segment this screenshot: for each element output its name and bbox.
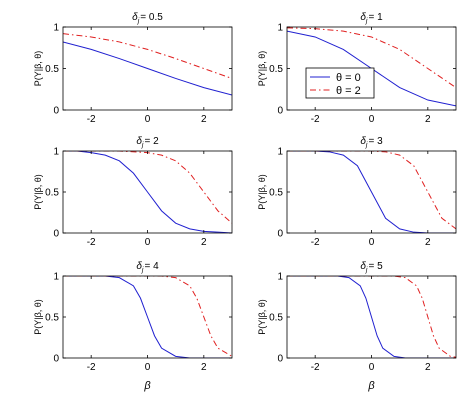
title-value: = 1 xyxy=(368,12,383,23)
y-axis-label: P(Y|β, θ) xyxy=(33,299,43,335)
series-line-theta-2 xyxy=(287,151,456,230)
y-tick-label: 1 xyxy=(53,147,59,158)
series-line-theta-0 xyxy=(63,41,232,96)
y-axis-label: P(Y|β, θ) xyxy=(33,51,43,87)
series-line-theta-0 xyxy=(63,276,232,358)
title-value: = 4 xyxy=(144,261,159,272)
x-tick-label: -2 xyxy=(87,237,96,248)
y-tick-label: 1 xyxy=(53,23,59,34)
x-tick-label: 2 xyxy=(201,237,207,248)
series-line-theta-2 xyxy=(287,276,456,358)
title-symbol: δ xyxy=(136,136,142,147)
y-axis-label: P(Y|β, θ) xyxy=(257,299,267,335)
y-tick-label: 0.5 xyxy=(269,313,283,324)
y-tick-label: 0 xyxy=(277,229,283,240)
panel-title: δj= 4 xyxy=(136,261,159,274)
x-tick-label: 2 xyxy=(201,114,207,125)
x-tick-label: 2 xyxy=(425,114,431,125)
title-symbol: δ xyxy=(360,136,366,147)
panel-4: δj= 3 -2 0 2 0 0.5 1 P(Y|β, θ) xyxy=(257,136,457,248)
y-tick-label: 1 xyxy=(277,147,283,158)
y-tick-label: 0.5 xyxy=(45,188,59,199)
panel-3: δj= 2 -2 0 2 0 0.5 1 P(Y|β, θ) xyxy=(33,136,233,248)
title-subscript: j xyxy=(137,18,140,25)
x-tick-label: -2 xyxy=(311,114,320,125)
x-tick-label: 2 xyxy=(425,237,431,248)
legend-label: θ = 0 xyxy=(336,72,361,84)
legend: θ = 0θ = 2 xyxy=(305,67,375,99)
y-tick-label: 1 xyxy=(53,272,59,283)
panel-title: δj= 0.5 xyxy=(132,12,163,25)
y-tick-label: 0.5 xyxy=(45,64,59,75)
title-symbol: δ xyxy=(360,261,366,272)
series-line-theta-2 xyxy=(63,33,232,79)
x-tick-label: 2 xyxy=(201,362,207,373)
series-line-theta-0 xyxy=(287,276,456,358)
legend-box xyxy=(305,67,375,99)
series-line-theta-2 xyxy=(63,276,232,357)
legend-label: θ = 2 xyxy=(336,85,361,97)
x-tick-label: 0 xyxy=(145,237,151,248)
x-tick-label: 0 xyxy=(145,362,151,373)
y-tick-label: 1 xyxy=(277,272,283,283)
panel-title: δj= 3 xyxy=(360,136,383,149)
x-tick-label: 0 xyxy=(369,362,375,373)
x-tick-label: 0 xyxy=(369,114,375,125)
x-tick-label: 2 xyxy=(425,362,431,373)
y-tick-label: 0.5 xyxy=(269,188,283,199)
title-value: = 5 xyxy=(368,261,383,272)
title-subscript: j xyxy=(141,267,144,274)
panel-2: δj= 1 -2 0 2 0 0.5 1 P(Y|β, θ) θ = 0θ = 2 xyxy=(257,12,457,125)
y-tick-label: 1 xyxy=(277,23,283,34)
x-tick-label: -2 xyxy=(311,362,320,373)
y-axis-label: P(Y|β, θ) xyxy=(257,174,267,210)
title-subscript: j xyxy=(365,142,368,149)
title-subscript: j xyxy=(141,142,144,149)
title-value: = 0.5 xyxy=(140,12,163,23)
panel-title: δj= 1 xyxy=(360,12,383,25)
y-tick-label: 0 xyxy=(53,106,59,117)
y-tick-label: 0.5 xyxy=(45,313,59,324)
series-line-theta-2 xyxy=(63,151,232,224)
title-symbol: δ xyxy=(136,261,142,272)
x-tick-label: -2 xyxy=(87,114,96,125)
y-axis-label: P(Y|β, θ) xyxy=(33,174,43,210)
title-symbol: δ xyxy=(360,12,366,23)
y-tick-label: 0.5 xyxy=(269,64,283,75)
x-axis-label: β xyxy=(367,380,375,392)
title-subscript: j xyxy=(365,18,368,25)
panel-title: δj= 2 xyxy=(136,136,159,149)
y-axis-label: P(Y|β, θ) xyxy=(257,51,267,87)
x-tick-label: -2 xyxy=(311,237,320,248)
title-symbol: δ xyxy=(132,12,138,23)
title-subscript: j xyxy=(365,267,368,274)
panel-1: δj= 0.5 -2 0 2 0 0.5 1 P(Y|β, θ) xyxy=(33,12,233,125)
series-line-theta-0 xyxy=(63,151,232,233)
x-tick-label: -2 xyxy=(87,362,96,373)
y-tick-label: 0 xyxy=(53,354,59,365)
panel-5: δj= 4 -2 0 2 0 0.5 1 P(Y|β, θ) β xyxy=(33,261,233,392)
title-value: = 3 xyxy=(368,136,383,147)
x-tick-label: 0 xyxy=(145,114,151,125)
title-value: = 2 xyxy=(144,136,159,147)
series-line-theta-0 xyxy=(287,151,456,233)
y-tick-label: 0 xyxy=(277,354,283,365)
x-axis-label: β xyxy=(143,380,151,392)
y-tick-label: 0 xyxy=(53,229,59,240)
panel-6: δj= 5 -2 0 2 0 0.5 1 P(Y|β, θ) β xyxy=(257,261,457,392)
x-tick-label: 0 xyxy=(369,237,375,248)
panel-title: δj= 5 xyxy=(360,261,383,274)
y-tick-label: 0 xyxy=(277,106,283,117)
